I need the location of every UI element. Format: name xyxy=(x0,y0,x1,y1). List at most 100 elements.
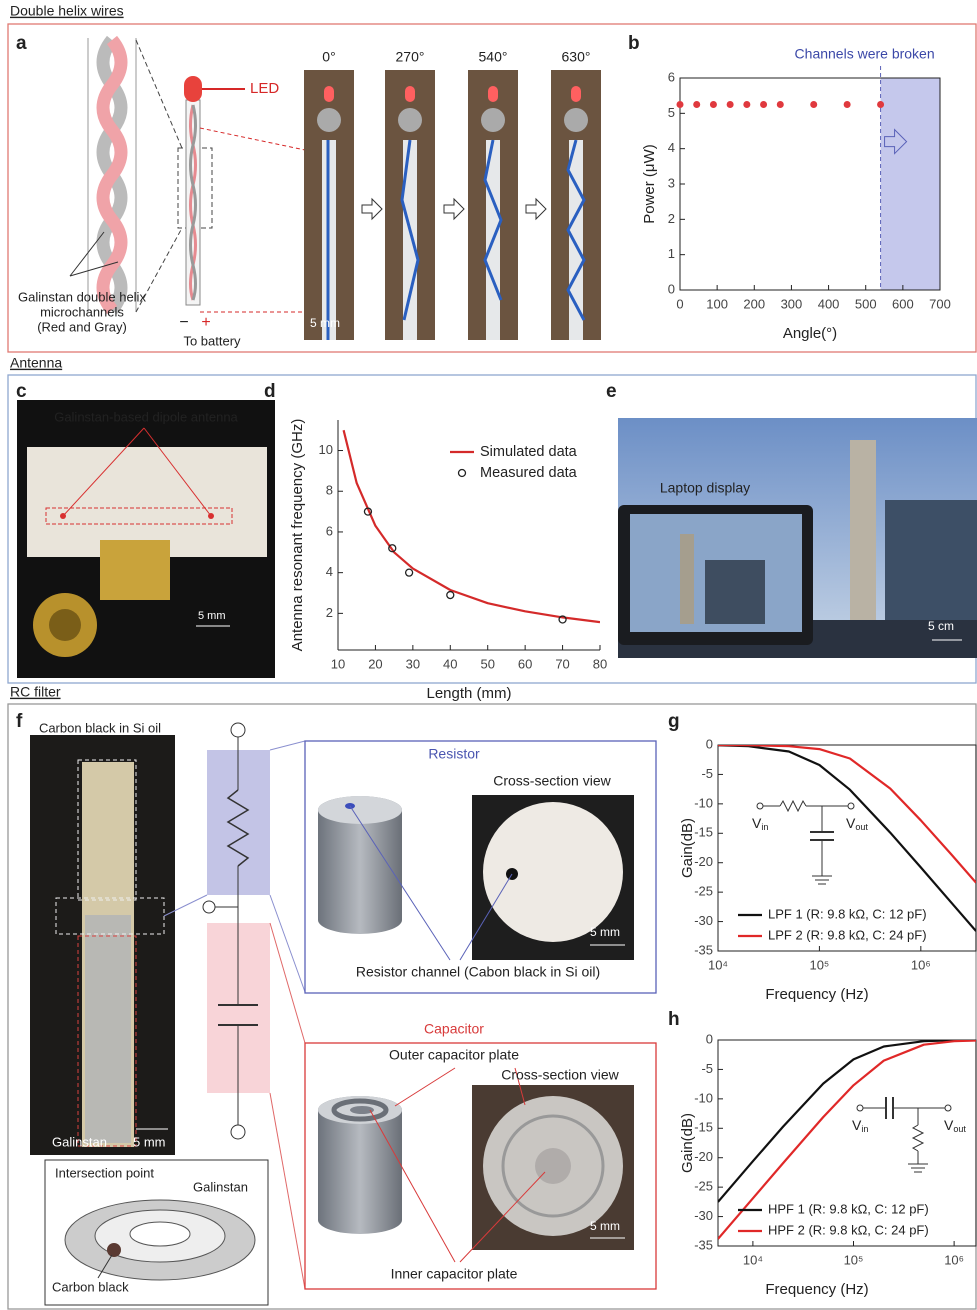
section-title: RC filter xyxy=(10,684,61,700)
y-tick-label: -10 xyxy=(694,795,713,810)
channel-label: microchannels xyxy=(40,304,124,319)
y-tick-label: 2 xyxy=(326,605,333,620)
legend-label: Measured data xyxy=(480,465,578,481)
panel-letter: b xyxy=(628,33,640,54)
legend-label: LPF 1 (R: 9.8 kΩ, C: 12 pF) xyxy=(768,906,927,921)
broken-region xyxy=(881,78,940,290)
panel-letter: g xyxy=(668,711,680,732)
polarity: + xyxy=(201,314,210,331)
scale-bar-label: 5 mm xyxy=(310,316,340,330)
y-axis-label: Power (μW) xyxy=(641,144,658,223)
x-tick-label: 600 xyxy=(892,296,914,311)
y-tick-label: -20 xyxy=(694,854,713,869)
data-point xyxy=(693,101,700,108)
x-tick-label: 100 xyxy=(706,296,728,311)
y-tick-label: 6 xyxy=(668,69,675,84)
x-tick-label: 500 xyxy=(855,296,877,311)
series-group xyxy=(718,745,976,931)
y-tick-label: -25 xyxy=(694,1179,713,1194)
panel-letter: d xyxy=(264,381,276,402)
hpf-circuit xyxy=(857,1097,951,1172)
chart: 10⁴10⁵10⁶0-5-10-15-20-25-30-35Frequency … xyxy=(679,1031,976,1298)
legend-marker xyxy=(459,470,466,477)
y-tick-label: -15 xyxy=(694,1120,713,1135)
data-point xyxy=(710,101,717,108)
campus-photo xyxy=(618,418,977,658)
y-tick-label: -10 xyxy=(694,1090,713,1105)
chart: 1020304050607080246810Length (mm)Antenna… xyxy=(289,419,607,702)
panel-letter: c xyxy=(16,381,27,402)
x-tick-label: 10⁴ xyxy=(708,957,728,972)
inset-label: Carbon black xyxy=(52,1279,129,1294)
view-label: Cross-section view xyxy=(493,773,611,789)
y-tick-label: -15 xyxy=(694,825,713,840)
x-tick-label: 10⁴ xyxy=(743,1252,763,1267)
data-point xyxy=(877,101,884,108)
channel-label: (Red and Gray) xyxy=(37,319,127,334)
twist-photos xyxy=(304,70,601,340)
y-tick-label: -30 xyxy=(694,1208,713,1223)
circuit-label: Vout xyxy=(846,815,868,833)
legend-label: HPF 2 (R: 9.8 kΩ, C: 24 pF) xyxy=(768,1222,929,1237)
y-tick-label: 0 xyxy=(706,736,713,751)
y-tick-label: -5 xyxy=(701,1061,713,1076)
battery-label: To battery xyxy=(183,333,241,348)
chart: Channels were broken01002003004005006007… xyxy=(641,46,951,342)
angle-label: 270° xyxy=(396,49,425,65)
x-tick-label: 40 xyxy=(443,656,457,671)
led-label: LED xyxy=(250,80,279,97)
x-tick-label: 200 xyxy=(743,296,765,311)
annotation: Channels were broken xyxy=(795,46,935,62)
data-point xyxy=(777,101,784,108)
circuit-label: Vin xyxy=(852,1117,868,1135)
chart: 10⁴10⁵10⁶0-5-10-15-20-25-30-35Frequency … xyxy=(679,736,976,1003)
polarity: − xyxy=(179,314,188,331)
x-tick-label: 10⁶ xyxy=(911,957,931,972)
x-tick-label: 30 xyxy=(406,656,420,671)
data-point xyxy=(677,101,684,108)
legend-label: HPF 1 (R: 9.8 kΩ, C: 12 pF) xyxy=(768,1201,929,1216)
circuit-label: Vout xyxy=(944,1117,966,1135)
scale-bar-label: 5 cm xyxy=(928,619,954,633)
data-point xyxy=(727,101,734,108)
legend-label: Simulated data xyxy=(480,444,578,460)
y-tick-label: -35 xyxy=(694,942,713,957)
y-tick-label: 8 xyxy=(326,483,333,498)
photo-label: Galinstan xyxy=(52,1134,107,1149)
x-axis-label: Length (mm) xyxy=(426,685,511,702)
circuit-label: Vin xyxy=(752,815,768,833)
panel-letter: a xyxy=(16,33,27,54)
y-axis-label: Gain(dB) xyxy=(679,1113,696,1173)
photo-label: Carbon black in Si oil xyxy=(39,720,161,735)
series-line xyxy=(718,1040,976,1202)
plate-label: Inner capacitor plate xyxy=(391,1266,518,1282)
section-title: Double helix wires xyxy=(10,3,124,19)
data-point xyxy=(810,101,817,108)
panel-letter: f xyxy=(16,711,23,732)
marker xyxy=(406,569,413,576)
angle-label: 0° xyxy=(322,49,335,65)
plate-label: Outer capacitor plate xyxy=(389,1047,519,1063)
y-tick-label: 3 xyxy=(668,175,675,190)
section-title: Antenna xyxy=(10,355,62,371)
x-tick-label: 400 xyxy=(818,296,840,311)
channel-label: Galinstan double helix xyxy=(18,289,146,304)
y-tick-label: -5 xyxy=(701,766,713,781)
x-tick-label: 10 xyxy=(331,656,345,671)
lpf-circuit xyxy=(757,801,854,884)
angle-label: 630° xyxy=(562,49,591,65)
view-label: Cross-section view xyxy=(501,1067,619,1083)
data-point xyxy=(844,101,851,108)
y-tick-label: -35 xyxy=(694,1237,713,1252)
scale-bar-label: 5 mm xyxy=(198,610,226,622)
angle-label: 540° xyxy=(479,49,508,65)
y-tick-label: -20 xyxy=(694,1149,713,1164)
x-tick-label: 50 xyxy=(480,656,494,671)
panel-letter: e xyxy=(606,381,617,402)
y-tick-label: 0 xyxy=(668,281,675,296)
data-point xyxy=(760,101,767,108)
y-tick-label: -30 xyxy=(694,913,713,928)
marker xyxy=(447,592,454,599)
x-tick-label: 10⁵ xyxy=(844,1252,864,1267)
resistor-title: Resistor xyxy=(428,746,480,762)
